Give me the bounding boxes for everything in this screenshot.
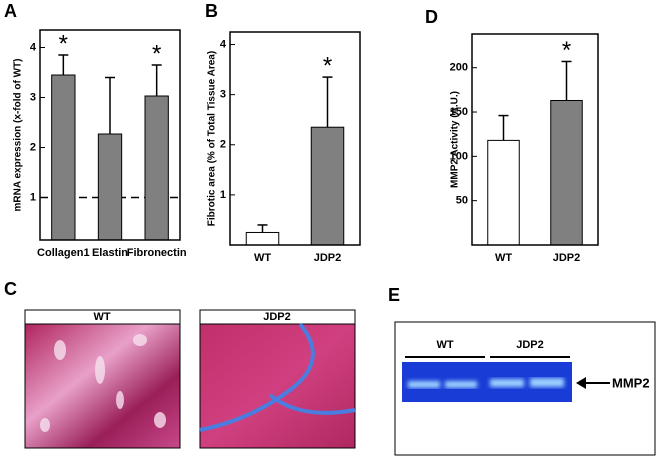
y-tick-label: 1 [220,189,226,201]
y-tick-label: 100 [450,150,468,162]
band-label: MMP2 [612,375,650,390]
histology-image [199,323,356,449]
bar [51,74,76,241]
plot-frame [229,31,361,246]
gel-bands [408,378,564,388]
y-tick-label: 4 [220,38,227,50]
x-tick-label: JDP2 [553,252,581,264]
x-tick-label: WT [254,252,271,264]
lane-label: JDP2 [516,339,544,351]
panel-letter: E [388,285,400,305]
significance-marker: * [562,37,571,64]
y-axis-label: MMP2 Activity (A.U.) [450,91,461,188]
y-tick-label: 3 [30,91,36,103]
y-tick-label: 4 [30,41,37,53]
arrow-head [576,377,586,389]
panel-letter: B [205,1,218,21]
plot-frame [39,29,181,241]
lane-label: WT [436,339,453,351]
panel-letter: C [4,279,17,299]
bar [97,133,123,241]
significance-marker: * [323,52,332,79]
tissue-detail [40,334,166,432]
y-tick-label: 50 [456,195,468,207]
bar [245,231,280,246]
panel-letter: A [4,1,17,21]
x-tick-label: WT [495,252,512,264]
x-tick-label: Elastin [92,247,128,259]
fibrosis-stain [199,322,356,432]
image-title: WT [93,311,110,323]
y-tick-label: 3 [220,89,226,101]
histology-image [24,323,181,449]
y-tick-label: 2 [30,141,36,153]
y-tick-label: 2 [220,139,226,151]
y-tick-label: 150 [450,106,468,118]
plot-frame [471,33,599,246]
bar [550,99,583,246]
significance-marker: * [59,30,68,57]
bar [310,126,345,246]
panel-letter: D [425,7,438,27]
image-title: JDP2 [263,311,291,323]
x-tick-label: Collagen1 [37,247,90,259]
y-axis-label: Fibrotic area (% of Total Tissue Area) [207,51,218,226]
x-tick-label: JDP2 [314,252,342,264]
y-tick-label: 1 [30,191,36,203]
bar [144,95,169,241]
bar [487,139,520,246]
significance-marker: * [152,40,161,67]
y-tick-label: 200 [450,62,468,74]
y-axis-label: mRNA expression (x-fold of WT) [13,59,24,212]
x-tick-label: Fibronectin [127,247,187,259]
